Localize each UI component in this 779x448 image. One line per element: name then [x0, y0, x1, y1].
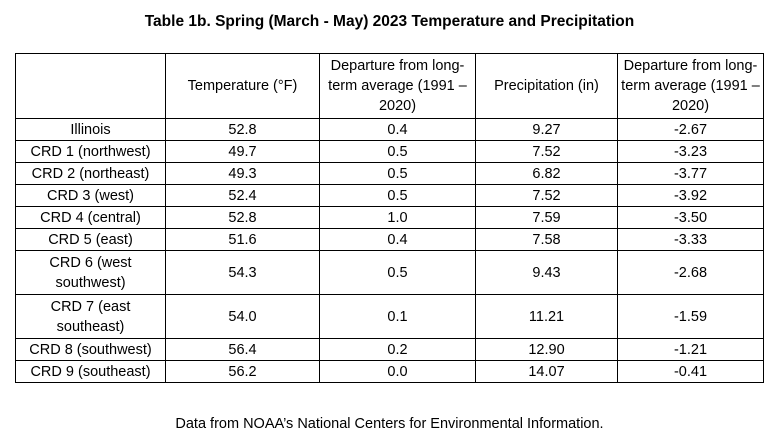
temperature-cell: 54.0 — [165, 294, 320, 339]
table-header-row: Temperature (°F) Departure from long-ter… — [15, 53, 764, 119]
table-row: CRD 7 (east southeast) 54.0 0.1 11.21 -1… — [15, 294, 764, 339]
precipitation-departure-cell: -0.41 — [617, 360, 764, 383]
precipitation-departure-cell: -2.67 — [617, 118, 764, 141]
climate-data-table: Temperature (°F) Departure from long-ter… — [15, 53, 764, 383]
precipitation-cell: 7.58 — [475, 228, 618, 251]
precipitation-departure-cell: -1.21 — [617, 338, 764, 361]
temperature-cell: 52.4 — [165, 184, 320, 207]
precipitation-cell: 9.27 — [475, 118, 618, 141]
region-cell: CRD 5 (east) — [15, 228, 166, 251]
table-row: CRD 9 (southeast) 56.2 0.0 14.07 -0.41 — [15, 360, 764, 383]
temperature-departure-cell: 0.4 — [319, 228, 476, 251]
table-title: Table 1b. Spring (March - May) 2023 Temp… — [144, 13, 635, 30]
temperature-cell: 51.6 — [165, 228, 320, 251]
temperature-cell: 56.4 — [165, 338, 320, 361]
precipitation-cell: 12.90 — [475, 338, 618, 361]
region-cell: CRD 7 (east southeast) — [15, 294, 166, 339]
region-cell: CRD 4 (central) — [15, 206, 166, 229]
table-row: Illinois 52.8 0.4 9.27 -2.67 — [15, 118, 764, 141]
precipitation-cell: 14.07 — [475, 360, 618, 383]
table-row: CRD 4 (central) 52.8 1.0 7.59 -3.50 — [15, 206, 764, 229]
table-row: CRD 5 (east) 51.6 0.4 7.58 -3.33 — [15, 228, 764, 251]
precipitation-departure-cell: -3.33 — [617, 228, 764, 251]
precipitation-departure-cell: -2.68 — [617, 250, 764, 295]
precipitation-departure-cell: -3.92 — [617, 184, 764, 207]
header-region — [15, 53, 166, 119]
header-precipitation-departure: Departure from long-term average (1991 –… — [617, 53, 764, 119]
region-cell: CRD 6 (west southwest) — [15, 250, 166, 295]
region-cell: CRD 9 (southeast) — [15, 360, 166, 383]
region-cell: Illinois — [15, 118, 166, 141]
precipitation-cell: 11.21 — [475, 294, 618, 339]
region-cell: CRD 3 (west) — [15, 184, 166, 207]
precipitation-cell: 7.52 — [475, 184, 618, 207]
table-row: CRD 3 (west) 52.4 0.5 7.52 -3.92 — [15, 184, 764, 207]
temperature-cell: 54.3 — [165, 250, 320, 295]
region-cell: CRD 2 (northeast) — [15, 162, 166, 185]
temperature-departure-cell: 0.5 — [319, 140, 476, 163]
table-row: CRD 8 (southwest) 56.4 0.2 12.90 -1.21 — [15, 338, 764, 361]
region-cell: CRD 1 (northwest) — [15, 140, 166, 163]
temperature-departure-cell: 0.5 — [319, 250, 476, 295]
header-temperature-departure: Departure from long-term average (1991 –… — [319, 53, 476, 119]
table-row: CRD 6 (west southwest) 54.3 0.5 9.43 -2.… — [15, 250, 764, 295]
temperature-departure-cell: 0.4 — [319, 118, 476, 141]
temperature-cell: 49.3 — [165, 162, 320, 185]
source-note: Data from NOAA’s National Centers for En… — [175, 416, 604, 432]
temperature-cell: 52.8 — [165, 206, 320, 229]
precipitation-departure-cell: -3.50 — [617, 206, 764, 229]
temperature-departure-cell: 0.5 — [319, 162, 476, 185]
precipitation-departure-cell: -1.59 — [617, 294, 764, 339]
table-row: CRD 2 (northeast) 49.3 0.5 6.82 -3.77 — [15, 162, 764, 185]
temperature-departure-cell: 0.5 — [319, 184, 476, 207]
temperature-departure-cell: 0.1 — [319, 294, 476, 339]
precipitation-cell: 7.59 — [475, 206, 618, 229]
temperature-departure-cell: 1.0 — [319, 206, 476, 229]
precipitation-cell: 6.82 — [475, 162, 618, 185]
precipitation-departure-cell: -3.23 — [617, 140, 764, 163]
region-cell: CRD 8 (southwest) — [15, 338, 166, 361]
table-row: CRD 1 (northwest) 49.7 0.5 7.52 -3.23 — [15, 140, 764, 163]
precipitation-cell: 7.52 — [475, 140, 618, 163]
temperature-departure-cell: 0.2 — [319, 338, 476, 361]
precipitation-cell: 9.43 — [475, 250, 618, 295]
temperature-cell: 49.7 — [165, 140, 320, 163]
temperature-cell: 56.2 — [165, 360, 320, 383]
header-temperature: Temperature (°F) — [165, 53, 320, 119]
temperature-cell: 52.8 — [165, 118, 320, 141]
temperature-departure-cell: 0.0 — [319, 360, 476, 383]
precipitation-departure-cell: -3.77 — [617, 162, 764, 185]
header-precipitation: Precipitation (in) — [475, 53, 618, 119]
